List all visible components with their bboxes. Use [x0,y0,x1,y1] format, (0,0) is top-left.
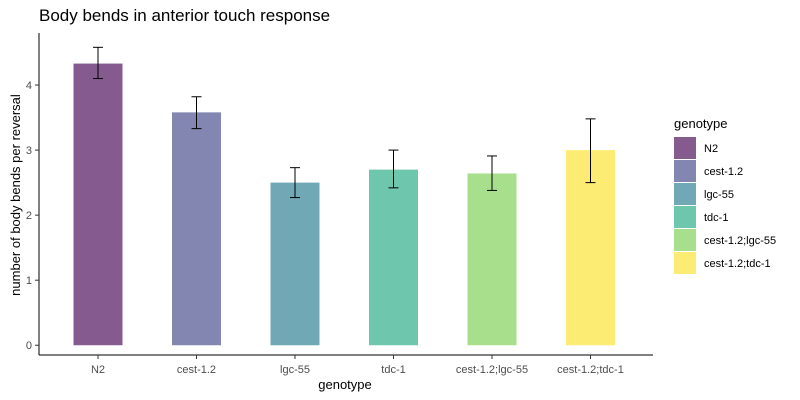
y-tick-label: 0 [26,340,32,352]
legend-label-cest-1.2;tdc-1: cest-1.2;tdc-1 [704,258,771,270]
legend-title: genotype [674,116,728,131]
legend-label-cest-1.2: cest-1.2 [704,166,743,178]
bar-cest-1.2;lgc-55 [467,173,517,346]
x-tick-label: cest-1.2;lgc-55 [456,364,528,376]
error-bar-cest-1.2;lgc-55 [487,155,497,191]
chart-title: Body bends in anterior touch response [39,6,331,25]
x-tick-label: cest-1.2;tdc-1 [557,364,624,376]
legend-key-tdc-1 [674,206,696,228]
error-bar-N2 [93,46,103,80]
error-bar-cest-1.2;tdc-1 [585,118,596,184]
x-tick-label: cest-1.2 [177,364,216,376]
bar-lgc-55 [270,182,320,346]
y-tick-label: 2 [26,210,32,222]
error-bar-lgc-55 [290,167,300,199]
error-bars-group [93,46,596,199]
x-ticks-group: N2 cest-1.2 lgc-55 tdc-1 cest-1.2;lgc-55 cest… [91,355,624,376]
error-bar-cest-1.2 [191,96,202,130]
error-bar-tdc-1 [388,149,399,189]
y-tick-label: 3 [26,145,32,157]
legend-key-cest-1.2 [674,160,696,182]
y-tick-label: 1 [26,275,32,287]
legend-label-tdc-1: tdc-1 [704,212,728,224]
x-axis-title: genotype [318,377,372,392]
bars-group [73,63,615,346]
legend-label-lgc-55: lgc-55 [704,189,734,201]
bar-tdc-1 [369,169,418,346]
legend-key-cest-1.2;lgc-55 [674,229,696,251]
legend-key-N2 [674,137,696,159]
bar-cest-1.2 [172,112,221,346]
x-tick-label: lgc-55 [280,364,310,376]
legend: genotype N2 cest-1.2 lgc-55 tdc-1 cest-1.2;l… [674,116,776,274]
y-axis-title: number of body bends per reversal [8,94,23,296]
y-tick-label: 4 [26,80,32,92]
legend-label-cest-1.2;lgc-55: cest-1.2;lgc-55 [704,235,776,247]
legend-key-cest-1.2;tdc-1 [674,252,696,274]
legend-label-N2: N2 [704,143,718,155]
legend-key-lgc-55 [674,183,696,205]
x-tick-label: tdc-1 [381,364,405,376]
x-tick-label: N2 [91,364,105,376]
y-ticks-group: 0 1 2 3 4 [26,80,39,352]
bar-N2 [73,63,123,346]
